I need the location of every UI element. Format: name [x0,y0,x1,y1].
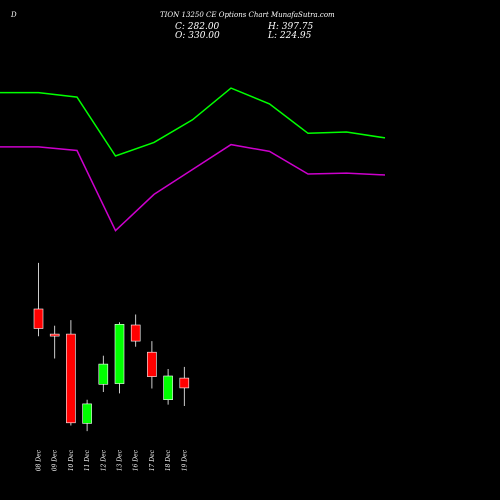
candle-body [163,375,173,401]
band-layer [0,87,386,232]
x-tick-label: 16 Dec [133,449,140,471]
x-tick-label: 08 Dec [36,449,43,471]
x-axis-tick-labels: 08 Dec 09 Dec 10 Dec 11 Dec 12 Dec 13 Dec 16 D… [36,449,189,471]
low-value: L: 224.95 [267,31,312,41]
high-value: H: 397.75 [267,22,314,32]
candle-body [147,351,157,377]
upper-band-line [0,87,386,157]
candle-layer [33,262,190,432]
candle-body [49,333,60,337]
candle-body [82,403,92,424]
close-value: C: 282.00 [175,22,220,32]
x-tick-label: 09 Dec [52,449,59,471]
candle-body [179,377,190,389]
x-tick-label: 13 Dec [117,449,124,471]
candle-body [66,333,76,424]
corner-letter: D [10,11,17,19]
x-tick-label: 12 Dec [100,449,107,471]
chart-title: TION 13250 CE Options Chart MunafaSutra.… [160,11,335,19]
x-tick-label: 17 Dec [149,449,156,471]
lower-band-line [0,143,386,232]
candle-body [114,323,125,384]
x-tick-label: 11 Dec [84,449,91,471]
x-tick-label: 10 Dec [68,449,75,471]
x-tick-label: 18 Dec [165,449,172,471]
candle-body [98,363,109,385]
candle-body [33,308,44,329]
x-tick-label: 19 Dec [181,449,188,471]
candle-body [130,324,141,342]
open-value: O: 330.00 [175,31,220,41]
